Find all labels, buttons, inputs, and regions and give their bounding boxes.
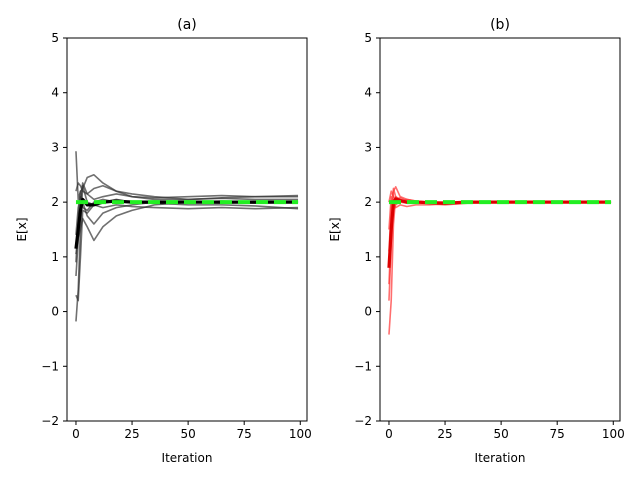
axes-frame: [379, 37, 621, 422]
x-tick-label: 25: [124, 427, 139, 441]
y-tick-label: 1: [51, 250, 59, 264]
y-tick-label: 2: [51, 195, 59, 209]
y-tick-label: 2: [364, 195, 372, 209]
plot-area: [74, 151, 299, 322]
y-tick-label: −1: [41, 359, 59, 373]
mean-line: [387, 197, 612, 268]
x-tick-label: 100: [289, 427, 312, 441]
y-tick-label: 3: [364, 140, 372, 154]
series-line-3: [75, 204, 299, 302]
y-tick-label: −2: [354, 414, 372, 428]
y-tick-label: 5: [364, 31, 372, 45]
chart-panel-0: 0 25 50 75 100 −2 −1 0 1 2 3 4 5 (a) Iteration E[x]: [15, 17, 312, 465]
x-tick-label: 75: [550, 427, 565, 441]
x-tick-label: 25: [437, 427, 452, 441]
series-line-5: [75, 182, 299, 201]
x-tick-label: 100: [602, 427, 625, 441]
x-tick-label: 50: [493, 427, 508, 441]
y-tick-label: −2: [41, 414, 59, 428]
series-line-0: [388, 195, 612, 335]
chart-title: (a): [177, 17, 197, 33]
y-axis-label: E[x]: [328, 217, 342, 241]
chart-title: (b): [490, 17, 510, 33]
plot-area: [387, 186, 612, 335]
y-tick-label: 3: [51, 140, 59, 154]
x-axis-label: Iteration: [475, 451, 526, 465]
x-tick-label: 75: [237, 427, 252, 441]
y-tick-label: 1: [364, 250, 372, 264]
x-axis-label: Iteration: [162, 451, 213, 465]
y-tick-label: 0: [364, 305, 372, 319]
x-tick-label: 50: [180, 427, 195, 441]
y-tick-label: 4: [364, 86, 372, 100]
series-line-5: [388, 198, 612, 285]
axes-frame: [66, 37, 308, 422]
mean-line: [74, 197, 299, 249]
x-tick-label: 0: [385, 427, 393, 441]
chart-panel-1: 0 25 50 75 100 −2 −1 0 1 2 3 4 5 (b) Iteration E[x]: [328, 17, 625, 465]
y-tick-label: 5: [51, 31, 59, 45]
y-tick-label: 0: [51, 305, 59, 319]
series-line-2: [388, 187, 612, 252]
y-axis-label: E[x]: [15, 217, 29, 241]
x-tick-label: 0: [72, 427, 80, 441]
series-line-0: [75, 151, 299, 201]
y-tick-label: −1: [354, 359, 372, 373]
y-tick-label: 4: [51, 86, 59, 100]
